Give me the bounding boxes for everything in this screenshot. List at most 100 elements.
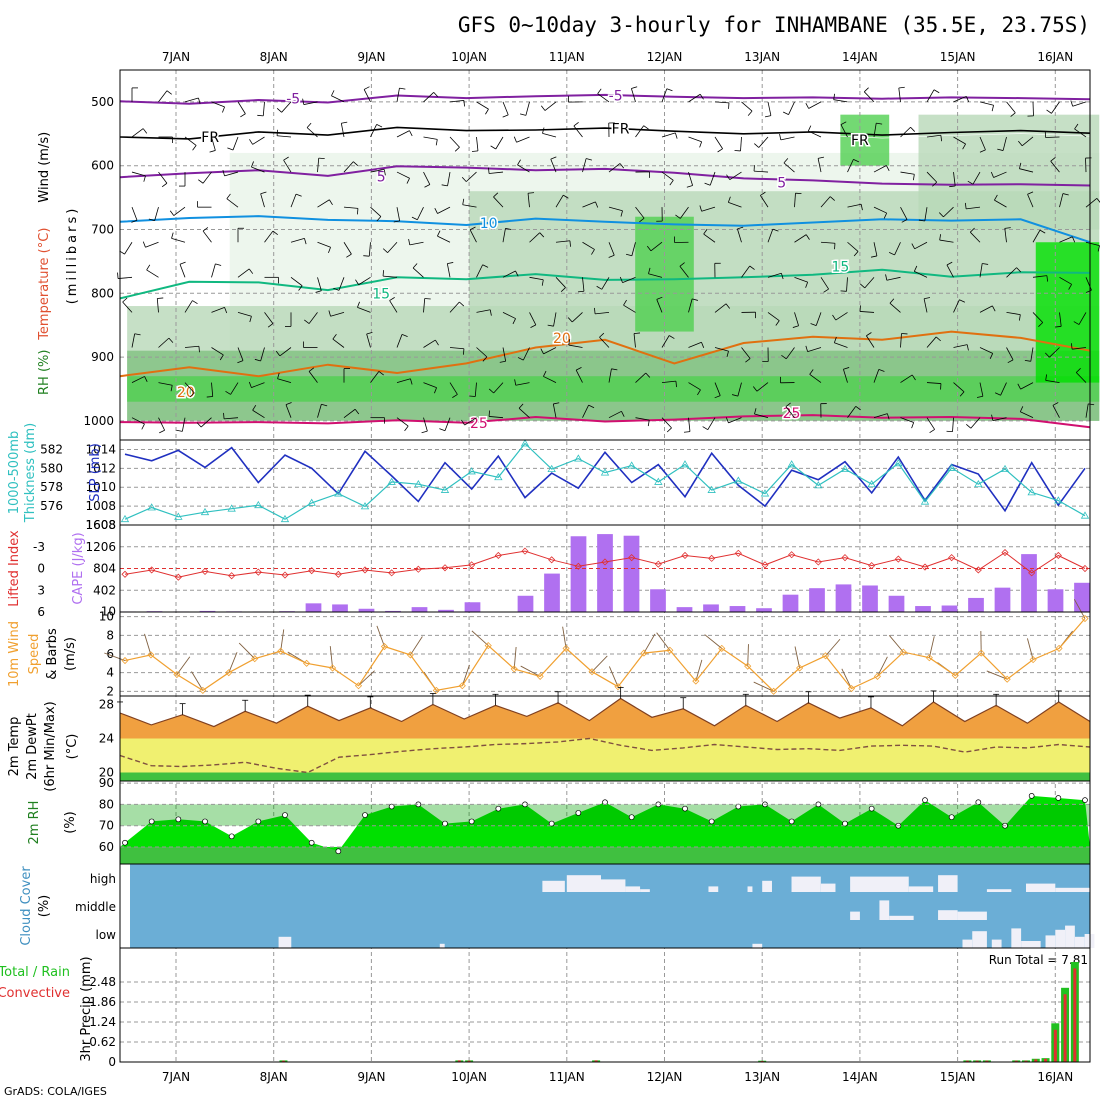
wind-barb [764,115,771,118]
wind-barb [493,192,499,198]
wind-barb [211,136,216,151]
wind-barb [370,124,377,138]
pressure-tick-label: 1000 [83,414,114,428]
wind-barb [876,122,883,125]
wind-barb [780,136,795,141]
rh-marker [628,814,635,821]
wind-barb [781,273,784,280]
cloud-block [957,911,987,920]
wind-barb [745,358,751,363]
lifted-index-marker [548,556,556,564]
wind-barb [298,285,303,291]
wind-barb [146,269,159,278]
wind-barb [926,171,938,183]
rh-marker [1082,797,1088,804]
wind-barb [1032,229,1041,243]
wind-speed-marker [432,686,440,694]
wind-barb [807,347,822,352]
wind-barb [924,207,928,222]
wind-barb [940,135,943,142]
wind-barb [343,206,358,209]
wind-barb-10m [104,652,126,661]
wind-barb [1027,191,1034,195]
cloud-block [938,910,958,920]
wind-barb [933,89,940,94]
cape-bar [544,573,560,612]
wind-barb [679,266,689,278]
wind-barb-10m [747,644,749,667]
cape-tick-label: 804 [93,562,116,576]
precip-tick-label: 1.24 [89,1015,116,1029]
wind-barb [389,300,398,313]
wind-barb [918,219,925,222]
chart-title: GFS 0~10day 3-hourly for INHAMBANE (35.5… [458,13,1090,37]
precip-conv-bar [281,1060,285,1062]
wind-barb [1059,276,1072,285]
upper-air-ylabel: Wind (m/s) [37,132,52,203]
wind-barb [146,264,151,271]
footer-credit: GrADS: COLA/IGES [4,1085,107,1098]
wind-barb [343,408,356,418]
wind-barb [582,404,589,418]
wind-barb [749,265,755,270]
wind-barb [669,335,675,339]
cloud-block [962,939,973,948]
li-tick-label: -3 [33,540,45,554]
wind-barb [1097,245,1100,252]
wind-barb [514,379,517,386]
wind-barb [499,360,506,363]
isotherm-label: 20 [553,331,571,347]
date-label-bottom: 8JAN [260,1070,288,1084]
wind-speed-marker [277,647,285,655]
wind-barb [575,369,583,383]
thickness-marker [894,458,903,467]
wind-barb [331,90,335,96]
isotherm-line [119,414,1091,429]
wind-barb [225,390,231,395]
wind-barb [485,108,489,115]
cloud-block [991,939,1002,948]
wind-barb [437,235,451,243]
wind-barb [237,360,244,364]
wind-barb [754,143,760,148]
date-label-bottom: 14JAN [842,1070,878,1084]
wind-barb [737,228,742,243]
wind-barb [1020,382,1034,390]
wind-barb [914,241,928,250]
wind-barb [714,101,729,104]
thickness-marker [1080,511,1090,519]
wind-barb [783,158,789,164]
lifted-index-line [124,550,1086,578]
wind-barb-10m [591,655,608,673]
wind-barb [189,392,195,398]
wind-barb [370,371,380,383]
lifted-index-marker [1081,564,1089,573]
wind-barb [252,404,257,411]
wind-barb [864,277,875,289]
temp-area [120,698,1090,739]
wind-barb [599,332,605,338]
wind-barb [622,276,636,283]
wind-barb [932,181,938,187]
isotherm-label: FR [851,133,869,149]
wind-barb [688,417,691,432]
wind-barb [224,307,228,314]
wind-barb [285,402,292,405]
wind-barb [714,303,727,313]
wind-barb [219,354,224,361]
wind-barb [382,270,384,277]
wind-barb [976,395,983,398]
wind-barb [290,237,305,243]
wind-barb [866,335,875,348]
thickness-marker [1000,464,1010,473]
wind-speed-marker [1003,675,1011,683]
wind-barb [159,429,165,434]
slp-tick-label: 1608 [85,518,116,532]
wind-barb [900,374,913,383]
wind-barb [539,232,545,238]
wind-barb [142,241,146,248]
wind-barb [435,339,439,346]
thickness-marker [600,468,610,476]
wind-barb [376,124,383,128]
wind-barb [555,240,570,243]
